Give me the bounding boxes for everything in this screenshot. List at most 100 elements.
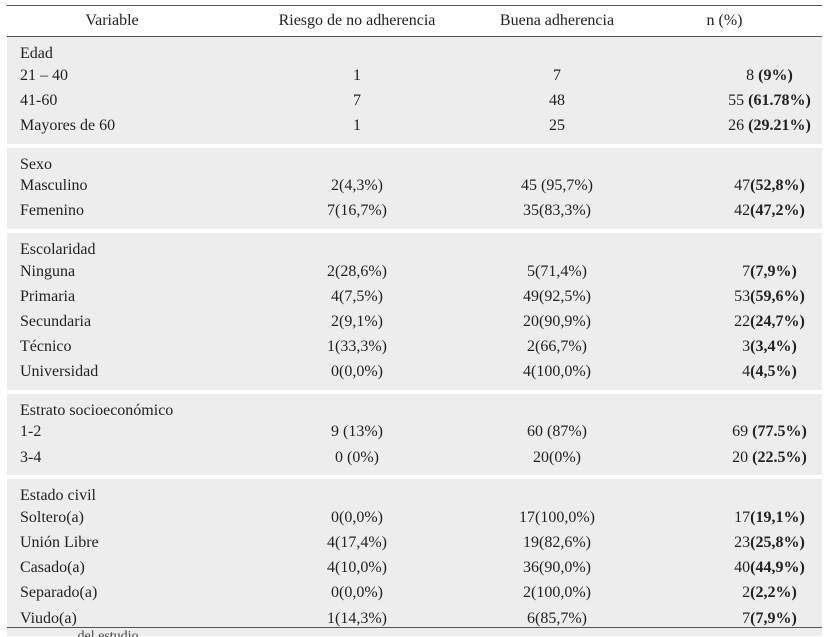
percent-value: (59,6%) — [750, 287, 805, 305]
count-value: 55 — [728, 91, 749, 109]
percent-value: (61.78%) — [748, 91, 811, 109]
percent-value: (9%) — [758, 66, 793, 84]
table-row: Primaria 4(7,5%) 49(92,5%) 53(59,6%) — [7, 284, 822, 310]
cell-buena: 4(100,0%) — [467, 359, 647, 390]
cell-n-pct: 2(2,2%) — [647, 580, 822, 606]
row-label: Casado(a) — [7, 555, 247, 581]
cell-buena: 20(90,9%) — [467, 309, 647, 335]
cell-riesgo: 4(7,5%) — [247, 284, 467, 310]
percent-value: (77.5%) — [752, 423, 807, 441]
cell-n-pct: 17(19,1%) — [647, 505, 822, 531]
cell-buena: 2(66,7%) — [467, 334, 647, 360]
count-value: 47 — [734, 177, 751, 195]
cell-buena: 2(100,0%) — [467, 580, 647, 606]
group-title-row: Edad — [7, 36, 822, 63]
count-value: 53 — [734, 287, 751, 305]
cell-buena: 19(82,6%) — [467, 530, 647, 556]
percent-value: (2,2%) — [750, 584, 797, 602]
count-value: 2 — [742, 584, 751, 602]
cell-riesgo: 2(9,1%) — [247, 309, 467, 335]
count-value: 40 — [734, 559, 751, 577]
cell-buena: 36(90,0%) — [467, 555, 647, 581]
cell-n-pct: 47(52,8%) — [647, 173, 822, 199]
percent-value: (52,8%) — [750, 177, 805, 195]
cell-riesgo: 7(16,7%) — [247, 198, 467, 229]
cell-riesgo: 0(0,0%) — [247, 359, 467, 390]
cell-riesgo: 2(28,6%) — [247, 258, 467, 285]
count-value: 4 — [742, 363, 751, 381]
cell-riesgo: 1(14,3%) — [247, 606, 467, 637]
separator-cell — [7, 228, 822, 233]
percent-value: (29.21%) — [748, 116, 811, 134]
group-separator — [7, 228, 822, 233]
cell-buena: 7 — [467, 63, 647, 89]
cell-riesgo: 1(33,3%) — [247, 334, 467, 360]
cell-buena: 20(0%) — [467, 445, 647, 476]
cell-n-pct: 26 (29.21%) — [647, 113, 822, 144]
row-label: 21 – 40 — [7, 63, 247, 89]
count-value: 7 — [742, 262, 751, 280]
group-title-row: Sexo — [7, 147, 822, 174]
cell-riesgo: 2(4,3%) — [247, 173, 467, 199]
cell-riesgo: 4(17,4%) — [247, 530, 467, 556]
cell-riesgo: 0(0,0%) — [247, 580, 467, 606]
cell-buena: 17(100,0%) — [467, 505, 647, 531]
header-variable: Variable — [7, 5, 247, 37]
count-value: 22 — [734, 312, 751, 330]
percent-value: (7,9%) — [750, 262, 797, 280]
group-1: Sexo Masculino 2(4,3%) 45 (95,7%) 47(52,8%) F… — [7, 147, 822, 229]
cell-riesgo: 1 — [247, 113, 467, 144]
count-value: 23 — [734, 534, 751, 552]
row-label: Masculino — [7, 173, 247, 199]
table-row: 3-4 0 (0%) 20(0%) 20 (22.5%) — [7, 445, 822, 476]
cell-n-pct: 23(25,8%) — [647, 530, 822, 556]
header-riesgo: Riesgo de no adherencia — [247, 5, 467, 37]
group-title: Edad — [7, 36, 822, 63]
cell-buena: 5(71,4%) — [467, 258, 647, 285]
table-row: Separado(a) 0(0,0%) 2(100,0%) 2(2,2%) — [7, 580, 822, 606]
cell-riesgo: 9 (13%) — [247, 419, 467, 446]
cell-buena: 48 — [467, 88, 647, 114]
row-label: Femenino — [7, 198, 247, 229]
percent-value: (19,1%) — [750, 508, 805, 526]
table-row: Viudo(a) 1(14,3%) 6(85,7%) 7(7,9%) — [7, 606, 822, 637]
table-row: Técnico 1(33,3%) 2(66,7%) 3(3,4%) — [7, 334, 822, 360]
count-value: 69 — [732, 423, 753, 441]
separator-cell — [7, 389, 822, 394]
row-label: Separado(a) — [7, 580, 247, 606]
table-row: 41-60 7 48 55 (61.78%) — [7, 88, 822, 114]
table-row: 1-2 9 (13%) 60 (87%) 69 (77.5%) — [7, 419, 822, 446]
percent-value: (25,8%) — [750, 534, 805, 552]
table-row: Ninguna 2(28,6%) 5(71,4%) 7(7,9%) — [7, 258, 822, 285]
group-title-row: Estado civil — [7, 479, 822, 506]
percent-value: (47,2%) — [750, 202, 805, 220]
table-row: Casado(a) 4(10,0%) 36(90,0%) 40(44,9%) — [7, 555, 822, 581]
cell-n-pct: 55 (61.78%) — [647, 88, 822, 114]
percent-value: (4,5%) — [750, 363, 797, 381]
row-label: Mayores de 60 — [7, 113, 247, 144]
row-label: Secundaria — [7, 309, 247, 335]
row-label: Viudo(a) — [7, 606, 247, 637]
row-label: Soltero(a) — [7, 505, 247, 531]
cell-riesgo: 1 — [247, 63, 467, 89]
count-value: 17 — [734, 508, 751, 526]
table-row: Masculino 2(4,3%) 45 (95,7%) 47(52,8%) — [7, 173, 822, 199]
cell-buena: 35(83,3%) — [467, 198, 647, 229]
row-label: Ninguna — [7, 258, 247, 285]
cell-n-pct: 20 (22.5%) — [647, 445, 822, 476]
separator-cell — [7, 143, 822, 148]
cell-riesgo: 7 — [247, 88, 467, 114]
cell-n-pct: 40(44,9%) — [647, 555, 822, 581]
table-row: Secundaria 2(9,1%) 20(90,9%) 22(24,7%) — [7, 309, 822, 335]
group-2: Escolaridad Ninguna 2(28,6%) 5(71,4%) 7(7,9%… — [7, 232, 822, 390]
cell-n-pct: 53(59,6%) — [647, 284, 822, 310]
cell-buena: 6(85,7%) — [467, 606, 647, 637]
table-row: Soltero(a) 0(0,0%) 17(100,0%) 17(19,1%) — [7, 505, 822, 531]
table-header: Variable Riesgo de no adherencia Buena a… — [7, 5, 822, 37]
cell-riesgo: 0(0,0%) — [247, 505, 467, 531]
row-label: 41-60 — [7, 88, 247, 114]
percent-value: (3,4%) — [750, 338, 797, 356]
cell-n-pct: 3(3,4%) — [647, 334, 822, 360]
cell-riesgo: 4(10,0%) — [247, 555, 467, 581]
row-label: 3-4 — [7, 445, 247, 476]
